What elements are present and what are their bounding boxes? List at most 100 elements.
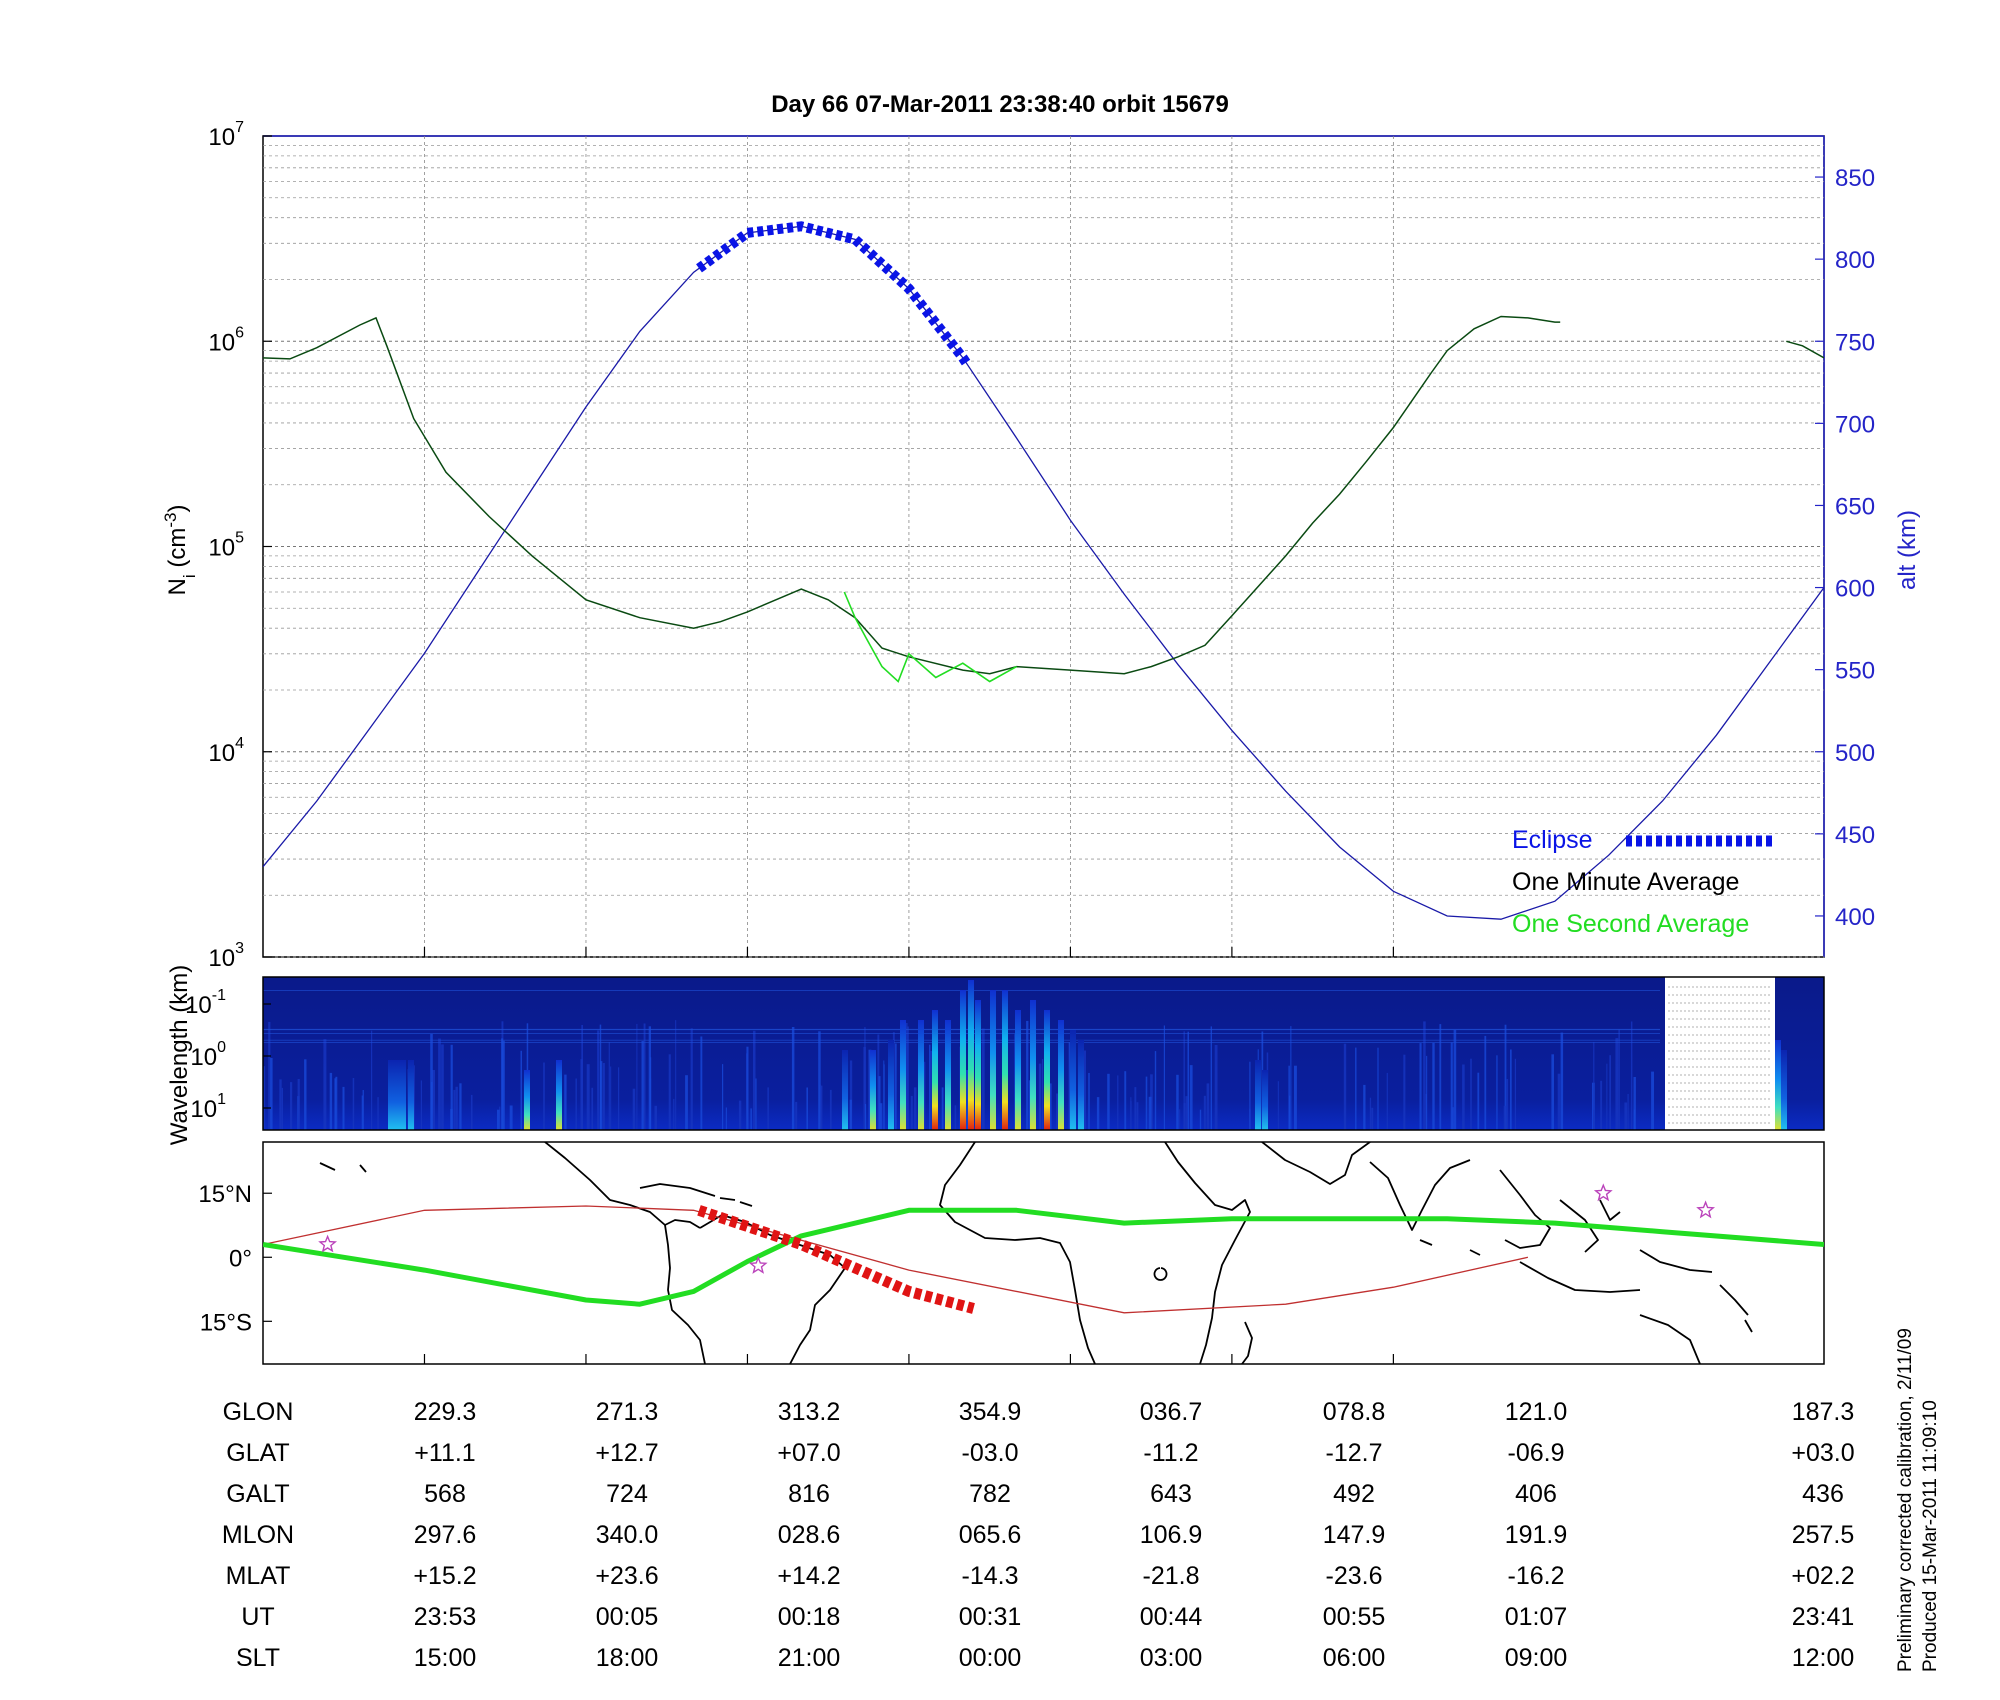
table-row-label: MLON [222,1521,294,1549]
spectrogram-streak [791,1027,795,1130]
spectrogram-streak [1477,1072,1480,1130]
table-cell: 036.7 [1140,1398,1203,1426]
right-axis-ticks: 400 450 500 550 600 650 700 750 800 850 [1815,165,1875,931]
spectrogram-streak [334,1078,337,1130]
spectrogram-burst [1002,990,1008,1130]
spectrogram-streak [1107,1073,1110,1130]
spectrogram-streak [1450,1042,1453,1130]
table-cell: 782 [969,1480,1011,1508]
spectrogram-streak [675,1020,677,1130]
spectrogram-streak [304,1059,307,1130]
footnote-line1: Preliminary corrected calibration, 2/11/… [1895,1328,1916,1672]
table-cell: +15.2 [413,1562,476,1590]
spectrogram-burst [1015,1010,1021,1130]
spectrogram-streak [441,1044,444,1130]
table-row-label: GLAT [226,1439,289,1467]
spectrogram-streak [1363,1084,1366,1130]
spectrogram-burst [556,1060,562,1130]
spectrogram-streak [941,1087,944,1130]
spectrogram-streak [1386,1072,1388,1130]
spectrogram-streak [1176,1074,1179,1130]
spectrogram-streak [746,1046,749,1130]
spectrogram-streak [1148,1096,1152,1130]
spectrogram-tick-exponent: 1 [217,1091,226,1108]
spectrogram-streak [820,1085,823,1130]
spectrogram-streak [1462,1064,1465,1130]
map-tick-label: 15°N [198,1181,252,1208]
spectrogram-streak [877,1034,880,1130]
table-cell: 15:00 [414,1644,477,1672]
table-cell: +14.2 [777,1562,840,1590]
spectrogram-streak [1453,1030,1457,1130]
map-stars [318,1183,1716,1274]
spectrogram-streak [438,1038,441,1130]
table-cell: -11.2 [1143,1439,1198,1467]
coastlines [319,1142,1753,1364]
spectrogram-streak [632,1088,636,1130]
spectrogram-streak [755,1078,757,1130]
table-cell: 271.3 [596,1398,659,1426]
table-cell: 187.3 [1792,1398,1855,1426]
spectrogram-burst [1781,1050,1787,1130]
top-grid [263,136,1824,958]
coast-caribbean-islands [639,1183,753,1207]
table-cell: 724 [606,1480,648,1508]
spectrogram-streak [1600,1080,1603,1130]
right-tick-label: 750 [1835,329,1875,356]
spectrogram-burst [1255,1060,1261,1130]
spectrogram-burst [1058,1020,1064,1130]
eclipse-track [697,1205,975,1314]
table-cell: 12:00 [1792,1644,1855,1672]
spectrogram-burst [975,1000,981,1130]
spectrogram-streak [1426,1055,1428,1130]
satellite-red-line [263,1205,1529,1314]
table-cell: 078.8 [1323,1398,1386,1426]
spectrogram-streak [610,1066,612,1130]
spectrogram-streak [818,1031,821,1130]
table-cell: -12.7 [1326,1439,1383,1467]
table-cell: +11.1 [414,1439,475,1467]
spectrogram-streak [602,1063,605,1130]
spectrogram-streak [1206,1083,1210,1130]
right-axis-label: alt (km) [1894,510,1921,590]
spectrogram-streak [1277,1081,1279,1130]
spectrogram-burst [408,1060,414,1130]
right-tick-label: 600 [1835,576,1875,603]
coast-east-africa [1164,1142,1251,1364]
legend-eclipse-label: Eclipse [1512,826,1593,854]
spectrogram-streak [1355,1047,1357,1130]
spectrogram-streak [966,1070,969,1130]
table-cell: +23.6 [595,1562,658,1590]
spectrogram-streak [1249,1061,1251,1130]
spectrogram-streak [1633,1077,1636,1130]
right-tick-label: 450 [1835,822,1875,849]
spectrogram-streak [371,1030,373,1130]
table-cell: 21:00 [778,1644,841,1672]
table-cell: +07.0 [777,1439,840,1467]
spectrogram-streak [1154,1051,1157,1130]
spectrogram-streak [1514,1058,1516,1130]
spectrogram-streak [673,1098,675,1130]
spectrogram-burst [888,1040,894,1130]
spectrogram-streak [1506,1079,1509,1130]
spectrogram-streak [1084,1050,1086,1130]
map-star [1593,1183,1613,1202]
spectrogram-streak [648,1026,651,1130]
spectrogram-streak [906,1026,909,1130]
map-star [318,1234,338,1253]
wavelength-spectrogram-panel: 1 0 -1 100 101 Wavelength (km) [166,965,1825,1145]
spectrogram-streak [636,1023,638,1130]
spectrogram-streak [1651,1071,1654,1130]
right-tick-label: 400 [1835,904,1875,931]
left-tick-label: 106 [208,324,244,356]
spectrogram-streak [1630,1021,1633,1130]
table-cell: +03.0 [1791,1439,1854,1467]
spectrogram-burst [960,990,966,1130]
ion-density-panel: 103 104 105 106 107 400 450 500 550 600 650 700 750… [161,119,1922,972]
spectrogram-burst [400,1060,406,1130]
left-tick-label: 107 [208,119,244,151]
spectrogram-streak [1145,1076,1148,1130]
spectrogram-streak [352,1078,355,1130]
spectrogram-streak [1452,1107,1454,1130]
spectrogram-streak [1290,1026,1292,1130]
